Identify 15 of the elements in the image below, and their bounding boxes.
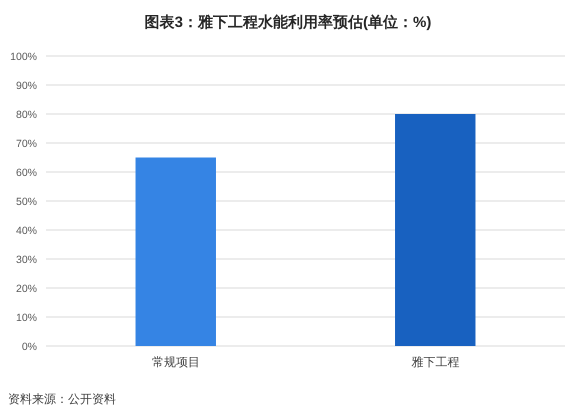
ytick: 70% [16, 138, 37, 150]
annotation: 资料来源：公开资料 [8, 392, 116, 406]
ytick: 30% [16, 254, 37, 266]
ytick: 80% [16, 109, 37, 121]
ytick: 10% [16, 312, 37, 324]
xtick: 常规项目 [152, 355, 200, 369]
ytick: 50% [16, 196, 37, 208]
xtick: 雅下工程 [411, 355, 460, 369]
ytick: 20% [16, 283, 37, 295]
ytick: 0% [22, 341, 37, 353]
ytick: 90% [16, 80, 37, 92]
ytick: 40% [16, 225, 37, 237]
title: 图表3：雅下工程水能利用率预估(单位：%) [144, 14, 432, 31]
ytick: 100% [10, 51, 37, 63]
ytick: 60% [16, 167, 37, 179]
